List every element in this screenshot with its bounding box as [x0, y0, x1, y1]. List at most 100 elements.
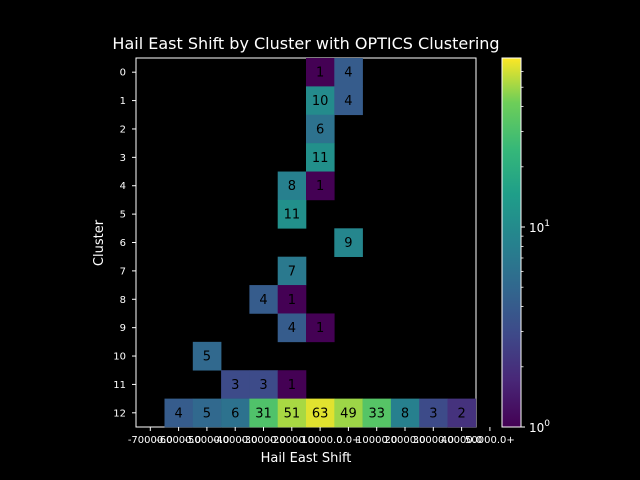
heatmap-cell: [362, 398, 392, 428]
cell-value-label: 63: [312, 406, 329, 421]
cell-value-label: 9: [344, 236, 352, 251]
cell-value-label: 51: [284, 406, 301, 421]
heatmap-cell: [306, 58, 335, 87]
cell-value-label: 11: [312, 151, 329, 166]
cell-value-label: 10: [312, 94, 329, 109]
cell-value-label: 3: [259, 378, 267, 393]
cell-value-label: 4: [259, 293, 267, 308]
cell-value-label: 11: [284, 208, 301, 223]
cell-value-label: 8: [288, 179, 296, 194]
heatmap-cell: [277, 199, 307, 229]
x-tick-label: 0.0+: [336, 435, 360, 446]
heatmap-cell: [447, 398, 477, 428]
cell-value-label: 1: [316, 321, 324, 336]
heatmap-cell: [306, 313, 335, 343]
chart-title: Hail East Shift by Cluster with OPTICS C…: [112, 34, 499, 53]
y-tick-label: 7: [120, 266, 126, 277]
heatmap-cell: [221, 370, 250, 399]
colorbar-tick-base: 10: [529, 221, 544, 235]
heatmap-cell: [306, 143, 335, 172]
cell-value-label: 1: [288, 293, 296, 308]
x-tick-label: -20000.0: [269, 435, 314, 446]
cell-value-label: 4: [288, 321, 296, 336]
cell-value-label: 33: [368, 406, 385, 421]
x-tick-label: -40000.0: [213, 435, 258, 446]
heatmap-cell: [277, 370, 307, 399]
heatmap-cell: [249, 370, 278, 399]
cell-value-label: 3: [429, 406, 437, 421]
x-tick-label: 40000.0: [441, 435, 482, 446]
cell-value-label: 3: [231, 378, 239, 393]
heatmap-cell: [249, 398, 278, 428]
cell-value-label: 1: [316, 66, 324, 81]
y-tick-label: 10: [113, 352, 126, 363]
heatmap-cell: [277, 313, 307, 343]
cell-value-label: 49: [340, 406, 357, 421]
x-tick-label: -70000.0: [128, 435, 173, 446]
cell-value-label: 8: [401, 406, 409, 421]
cell-value-label: 6: [316, 122, 324, 137]
cell-value-label: 6: [231, 406, 239, 421]
x-tick-label: 50000.0+: [465, 435, 515, 446]
heatmap-cell: [334, 86, 363, 116]
heatmap-cell: [334, 228, 363, 257]
y-axis-label: Cluster: [92, 219, 107, 266]
x-tick-label: -50000.0: [184, 435, 229, 446]
colorbar-tick-label: 100: [529, 419, 550, 435]
heatmap-cell: [192, 341, 222, 371]
x-tick-label: 10000.0: [356, 435, 397, 446]
heatmap-cell: [277, 285, 307, 314]
y-tick-label: 0: [120, 68, 126, 79]
x-axis: -70000.0-60000.0-50000.0-40000.0-30000.0…: [128, 427, 515, 446]
cell-value-label: 31: [255, 406, 272, 421]
heatmap-cell: [277, 398, 307, 428]
cell-value-label: 4: [344, 94, 352, 109]
x-tick-label: -30000.0: [241, 435, 286, 446]
y-tick-label: 12: [113, 408, 126, 419]
x-axis-label: Hail East Shift: [261, 451, 352, 466]
x-tick-label: 20000.0: [384, 435, 425, 446]
cell-value-label: 5: [203, 406, 211, 421]
heatmap-cell: [334, 58, 363, 87]
heatmap-cell: [164, 398, 194, 428]
heatmap-cell: [306, 86, 335, 116]
y-tick-label: 3: [120, 153, 126, 164]
colorbar: [501, 57, 522, 428]
colorbar-tick-exponent: 1: [544, 219, 550, 229]
y-tick-label: 2: [120, 124, 126, 135]
y-tick-label: 6: [120, 238, 126, 249]
heatmap-cell: [277, 256, 307, 286]
heatmap-cell: [249, 285, 278, 314]
heatmap-cell: [306, 171, 335, 201]
colorbar-tick-exponent: 0: [544, 419, 550, 429]
cell-value-label: 7: [288, 264, 296, 279]
y-tick-label: 11: [113, 380, 126, 391]
heatmap-cell: [221, 398, 250, 428]
y-tick-label: 5: [120, 210, 126, 221]
cell-value-label: 1: [288, 378, 296, 393]
cell-value-label: 4: [175, 406, 183, 421]
heatmap-cell: [390, 398, 420, 428]
cell-value-label: 5: [203, 350, 211, 365]
cell-value-label: 2: [458, 406, 466, 421]
x-tick-label: -10000.0: [298, 435, 343, 446]
heatmap-cell: [419, 398, 448, 428]
y-tick-label: 1: [120, 96, 126, 107]
y-tick-label: 8: [120, 295, 126, 306]
colorbar-tick-label: 101: [529, 219, 550, 235]
cell-value-label: 4: [344, 66, 352, 81]
y-tick-label: 9: [120, 323, 126, 334]
heatmap-cell: [334, 398, 363, 428]
y-tick-label: 4: [120, 181, 126, 192]
heatmap-cell: [277, 171, 307, 201]
heatmap-cell: [192, 398, 222, 428]
x-tick-label: 30000.0: [413, 435, 454, 446]
heatmap-cell: [306, 114, 335, 144]
heatmap-cell: [306, 398, 335, 428]
x-tick-label: -60000.0: [156, 435, 201, 446]
cell-value-label: 1: [316, 179, 324, 194]
